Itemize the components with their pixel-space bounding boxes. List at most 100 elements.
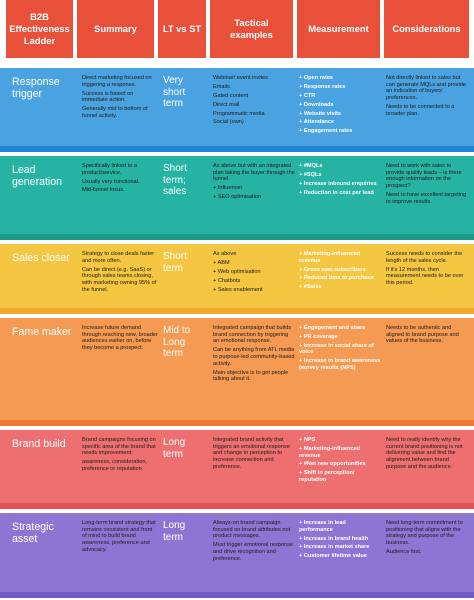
- row-summary-line: Strategy to close deals faster and more …: [82, 251, 155, 264]
- row-accent-bar: [0, 592, 474, 598]
- row-tactics-line: Direct mail: [213, 101, 240, 108]
- header-tactical-examples: Tactical examples: [210, 0, 293, 58]
- row-tactics-line: + Sales enablement: [213, 286, 263, 293]
- row-background: [0, 318, 474, 426]
- row-measurement: + Engagement and share + PR coverage + Inc…: [299, 325, 381, 374]
- row-measurement-line: + #SQLs: [299, 171, 322, 178]
- row-considerations-line: Need long-term commitment to positioning…: [386, 520, 463, 547]
- row-measurement-line: + Increase in social share of voice: [299, 342, 374, 356]
- row-summary-line: Increase future demand through reaching …: [82, 325, 158, 352]
- row-considerations-line: Audience first.: [386, 549, 422, 555]
- row-considerations: Needs to be authentic and aligned to bra…: [386, 325, 470, 347]
- row-accent-bar: [0, 146, 474, 152]
- row-measurement-line: + Attendance: [299, 119, 335, 126]
- row-tactics-line: Always-on brand campaign focused on bran…: [213, 520, 291, 540]
- row-measurement-line: + #Net new opportunities: [299, 461, 366, 468]
- row-tactics-line: + SEO optimisation: [213, 194, 262, 201]
- row-tactics: As above + ABM + Web optimisation + Chatbot…: [213, 251, 295, 295]
- row-summary-line: Direct marketing focused on triggering a…: [82, 75, 152, 88]
- row-measurement-line: + Increase in market share: [299, 544, 370, 551]
- row-considerations: Need to really identify why the current …: [386, 437, 470, 473]
- row-measurement-line: + Reduction in cost per lead: [299, 189, 374, 196]
- row-summary: Direct marketing focused on triggering a…: [82, 75, 158, 122]
- header-summary: Summary: [77, 0, 154, 58]
- row-background: [0, 68, 474, 152]
- row-brand-build: Brand build Brand campaigns focusing on s…: [0, 430, 474, 509]
- row-measurement-line: + Response rates: [299, 83, 346, 90]
- row-measurement-line: + Gross new subscribers: [299, 266, 366, 273]
- row-stage-label: Strategic asset: [12, 521, 54, 545]
- row-stage-label: Lead generation: [12, 164, 63, 188]
- row-tactics-line: Programmatic media: [213, 110, 265, 117]
- row-summary-line: Mid-funnel focus.: [82, 187, 125, 194]
- row-tactics: As above but with an integrated plan tak…: [213, 163, 295, 203]
- row-tactics-line: + ABM: [213, 259, 230, 266]
- row-measurement-line: + Downloads: [299, 101, 334, 108]
- row-lt-vs-st: Short term; sales: [163, 163, 187, 197]
- row-background: [0, 513, 474, 598]
- row-measurement-line: + Marketing-influenced revenue: [299, 251, 361, 264]
- row-measurement-line: + Increase inbound enquiries: [299, 180, 377, 187]
- row-measurement-line: + Engagement rates: [299, 128, 353, 135]
- row-tactics: Integrated campaign that builds brand co…: [213, 325, 295, 385]
- row-measurement: + NPS + Marketing-influenced revenue + #Ne…: [299, 437, 381, 486]
- row-measurement-line: + Customer lifetime value: [299, 553, 367, 560]
- row-stage-label: Response trigger: [12, 76, 60, 100]
- row-summary: Strategy to close deals faster and more …: [82, 251, 158, 296]
- row-background: [0, 430, 474, 509]
- row-measurement: + Increase in lead performance + Increase…: [299, 520, 381, 562]
- row-accent-bar: [0, 420, 474, 426]
- row-considerations: Not directly linked to sales but can gen…: [386, 75, 470, 120]
- row-considerations-line: If it's 12 months, then measurement need…: [386, 266, 464, 286]
- row-measurement-line: + PR coverage: [299, 333, 338, 340]
- row-lt-vs-st: Long term: [163, 520, 186, 543]
- header-considerations: Considerations: [384, 0, 469, 58]
- row-summary: Increase future demand through reaching …: [82, 325, 158, 354]
- row-background: [0, 156, 474, 240]
- row-background: [0, 244, 474, 314]
- row-tactics-line: + Influencer: [213, 185, 243, 192]
- row-measurement-line: + Website visits: [299, 110, 342, 117]
- row-lead-generation: Lead generation Specifically linked to a …: [0, 156, 474, 240]
- row-stage-label: Brand build: [12, 438, 66, 450]
- row-measurement: + Open rates + Response rates + CTR + Downl…: [299, 75, 381, 137]
- row-summary: Long-term brand strategy that remains co…: [82, 520, 158, 556]
- row-summary-line: Success is based on immediate action.: [82, 90, 134, 104]
- row-summary: Brand campaigns focusing on specific are…: [82, 437, 158, 475]
- row-measurement-line: + Increase in brand awareness (survey re…: [299, 358, 381, 372]
- row-accent-bar: [0, 503, 474, 509]
- row-considerations: Success needs to consider the length of …: [386, 251, 470, 289]
- row-measurement-line: + #Sales: [299, 284, 322, 291]
- row-considerations-line: Need to work with sales to provide quali…: [386, 163, 462, 190]
- row-summary-line: awareness, consideration, preference or …: [82, 459, 147, 472]
- row-considerations: Need to work with sales to provide quali…: [386, 163, 470, 208]
- row-tactics-line: Must trigger emotional response and driv…: [213, 542, 293, 562]
- row-tactics-line: Integrated campaign that builds brand co…: [213, 325, 292, 345]
- row-measurement-line: + CTR: [299, 92, 316, 99]
- row-measurement-line: + Shift in perception/ reputation: [299, 470, 355, 484]
- header-measurement: Measurement: [297, 0, 380, 58]
- row-tactics-line: Social (own): [213, 119, 244, 126]
- row-accent-bar: [0, 234, 474, 240]
- row-tactics: Integrated brand activity that triggers …: [213, 437, 295, 473]
- row-tactics-line: As above but with an integrated plan tak…: [213, 163, 295, 183]
- row-tactics-line: Gated content: [213, 92, 249, 99]
- row-tactics: Always-on brand campaign focused on bran…: [213, 520, 295, 565]
- row-lt-vs-st: Mid to Long term: [163, 325, 191, 359]
- row-sales-closer: Sales closer Strategy to close deals fast…: [0, 244, 474, 314]
- row-tactics-line: Webinar/ event invites: [213, 75, 268, 81]
- row-considerations-line: Success needs to consider the length of …: [386, 251, 463, 264]
- row-considerations-line: Needs to be connected to a broader plan.: [386, 104, 455, 117]
- row-summary-line: Usually very functional.: [82, 178, 140, 185]
- row-response-trigger: Response trigger Direct marketing focused…: [0, 68, 474, 152]
- row-summary-line: Generally mid to bottom of funnel activi…: [82, 106, 148, 119]
- row-measurement-line: + Open rates: [299, 75, 334, 81]
- row-stage-label: Sales closer: [12, 252, 70, 264]
- row-tactics-line: + Web optimisation: [213, 268, 261, 275]
- row-summary-line: Brand campaigns focusing on specific are…: [82, 437, 156, 457]
- row-tactics-line: Integrated brand activity that triggers …: [213, 437, 290, 470]
- row-measurement-line: + Increase in brand health: [299, 535, 369, 542]
- row-stage-label: Fame maker: [12, 326, 72, 338]
- row-considerations-line: Not directly linked to sales but can gen…: [386, 75, 466, 102]
- row-considerations-line: Need to have excellent targeting to impr…: [386, 192, 467, 205]
